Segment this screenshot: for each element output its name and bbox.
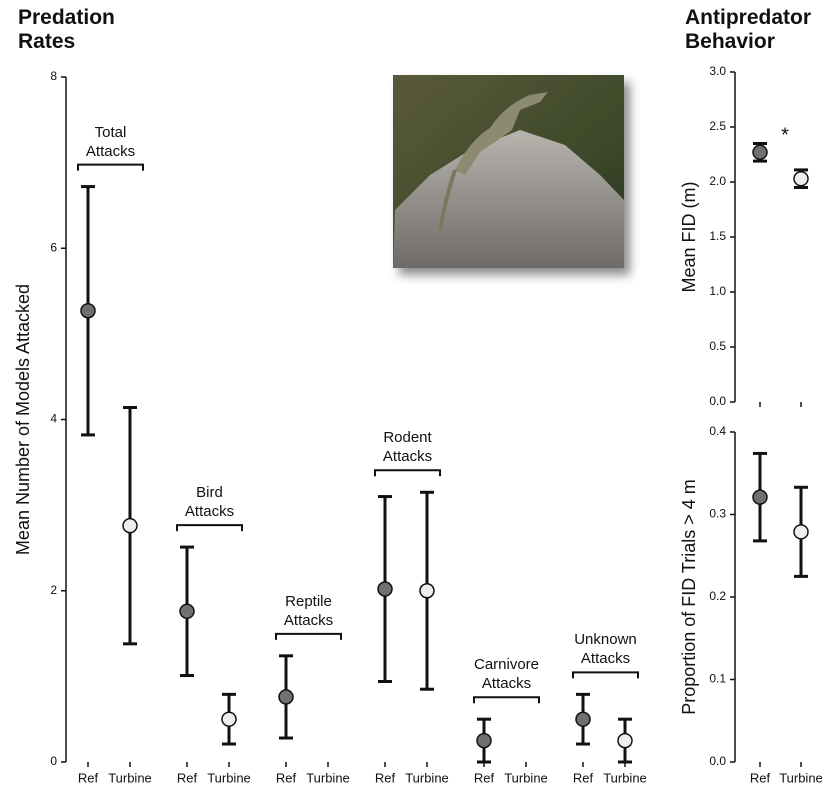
y-tick-label: 8 bbox=[50, 69, 57, 83]
y-tick-label: 0.2 bbox=[709, 589, 726, 603]
point bbox=[618, 734, 632, 748]
group-bracket bbox=[78, 165, 143, 171]
point bbox=[180, 604, 194, 618]
y-tick-label: 0.5 bbox=[709, 339, 726, 353]
group-bracket bbox=[177, 525, 242, 531]
group-label: Total Attacks bbox=[86, 123, 135, 161]
x-tick-label: Ref bbox=[474, 770, 495, 785]
group-bracket bbox=[474, 697, 539, 703]
point bbox=[81, 304, 95, 318]
figure: 0 2 4 6 8 Mean Number of Models Attacked Ref Tu… bbox=[0, 0, 832, 789]
y-tick-label: 0.0 bbox=[709, 754, 726, 768]
y-axis-label: Mean Number of Models Attacked bbox=[13, 284, 33, 555]
point bbox=[576, 712, 590, 726]
y-tick-label: 2.0 bbox=[709, 174, 726, 188]
x-tick-label: Turbine bbox=[405, 770, 449, 785]
y-axis-label: Proportion of FID Trials > 4 m bbox=[679, 479, 699, 715]
x-tick-label: Ref bbox=[177, 770, 198, 785]
point bbox=[279, 690, 293, 704]
point bbox=[477, 734, 491, 748]
group-bracket bbox=[573, 672, 638, 678]
point bbox=[794, 525, 808, 539]
group-bracket bbox=[375, 470, 440, 476]
group-label: Reptile Attacks bbox=[284, 592, 333, 630]
x-tick-label: Ref bbox=[276, 770, 297, 785]
panel-title: Predation Rates bbox=[18, 6, 115, 54]
y-tick-label: 3.0 bbox=[709, 64, 726, 78]
y-axis-label: Mean FID (m) bbox=[679, 181, 699, 292]
x-tick-label: Turbine bbox=[603, 770, 647, 785]
group-label: Unknown Attacks bbox=[574, 630, 637, 668]
point bbox=[123, 519, 137, 533]
y-tick-label: 1.0 bbox=[709, 284, 726, 298]
chart: 0 2 4 6 8 Mean Number of Models Attacked Ref Tu… bbox=[0, 0, 832, 789]
y-tick-label: 1.5 bbox=[709, 229, 726, 243]
y-tick-label: 0.4 bbox=[709, 424, 726, 438]
x-tick-label: Ref bbox=[78, 770, 99, 785]
y-tick-label: 0 bbox=[50, 754, 57, 768]
point bbox=[794, 172, 808, 186]
x-tick-label: Turbine bbox=[306, 770, 350, 785]
point bbox=[222, 712, 236, 726]
annotation: * bbox=[781, 124, 789, 146]
y-tick-label: 2.5 bbox=[709, 119, 726, 133]
x-tick-label: Ref bbox=[375, 770, 396, 785]
x-tick-label: Ref bbox=[573, 770, 594, 785]
y-tick-label: 0.0 bbox=[709, 394, 726, 408]
y-tick-label: 0.3 bbox=[709, 507, 726, 521]
group-label: Bird Attacks bbox=[185, 483, 234, 521]
x-tick-label: Turbine bbox=[207, 770, 251, 785]
x-tick-label: Ref bbox=[750, 770, 771, 785]
y-tick-label: 2 bbox=[50, 583, 57, 597]
group-label: Rodent Attacks bbox=[383, 428, 432, 466]
y-tick-label: 6 bbox=[50, 240, 57, 254]
group-label: Carnivore Attacks bbox=[474, 655, 539, 693]
point bbox=[378, 582, 392, 596]
x-tick-label: Turbine bbox=[108, 770, 152, 785]
point bbox=[753, 490, 767, 504]
x-tick-label: Turbine bbox=[504, 770, 548, 785]
photo bbox=[393, 75, 624, 268]
point bbox=[753, 145, 767, 159]
group-bracket bbox=[276, 634, 341, 640]
panel-title: Antipredator Behavior bbox=[685, 6, 811, 54]
x-tick-label: Turbine bbox=[779, 770, 823, 785]
y-tick-label: 4 bbox=[50, 412, 57, 426]
y-tick-label: 0.1 bbox=[709, 672, 726, 686]
point bbox=[420, 584, 434, 598]
